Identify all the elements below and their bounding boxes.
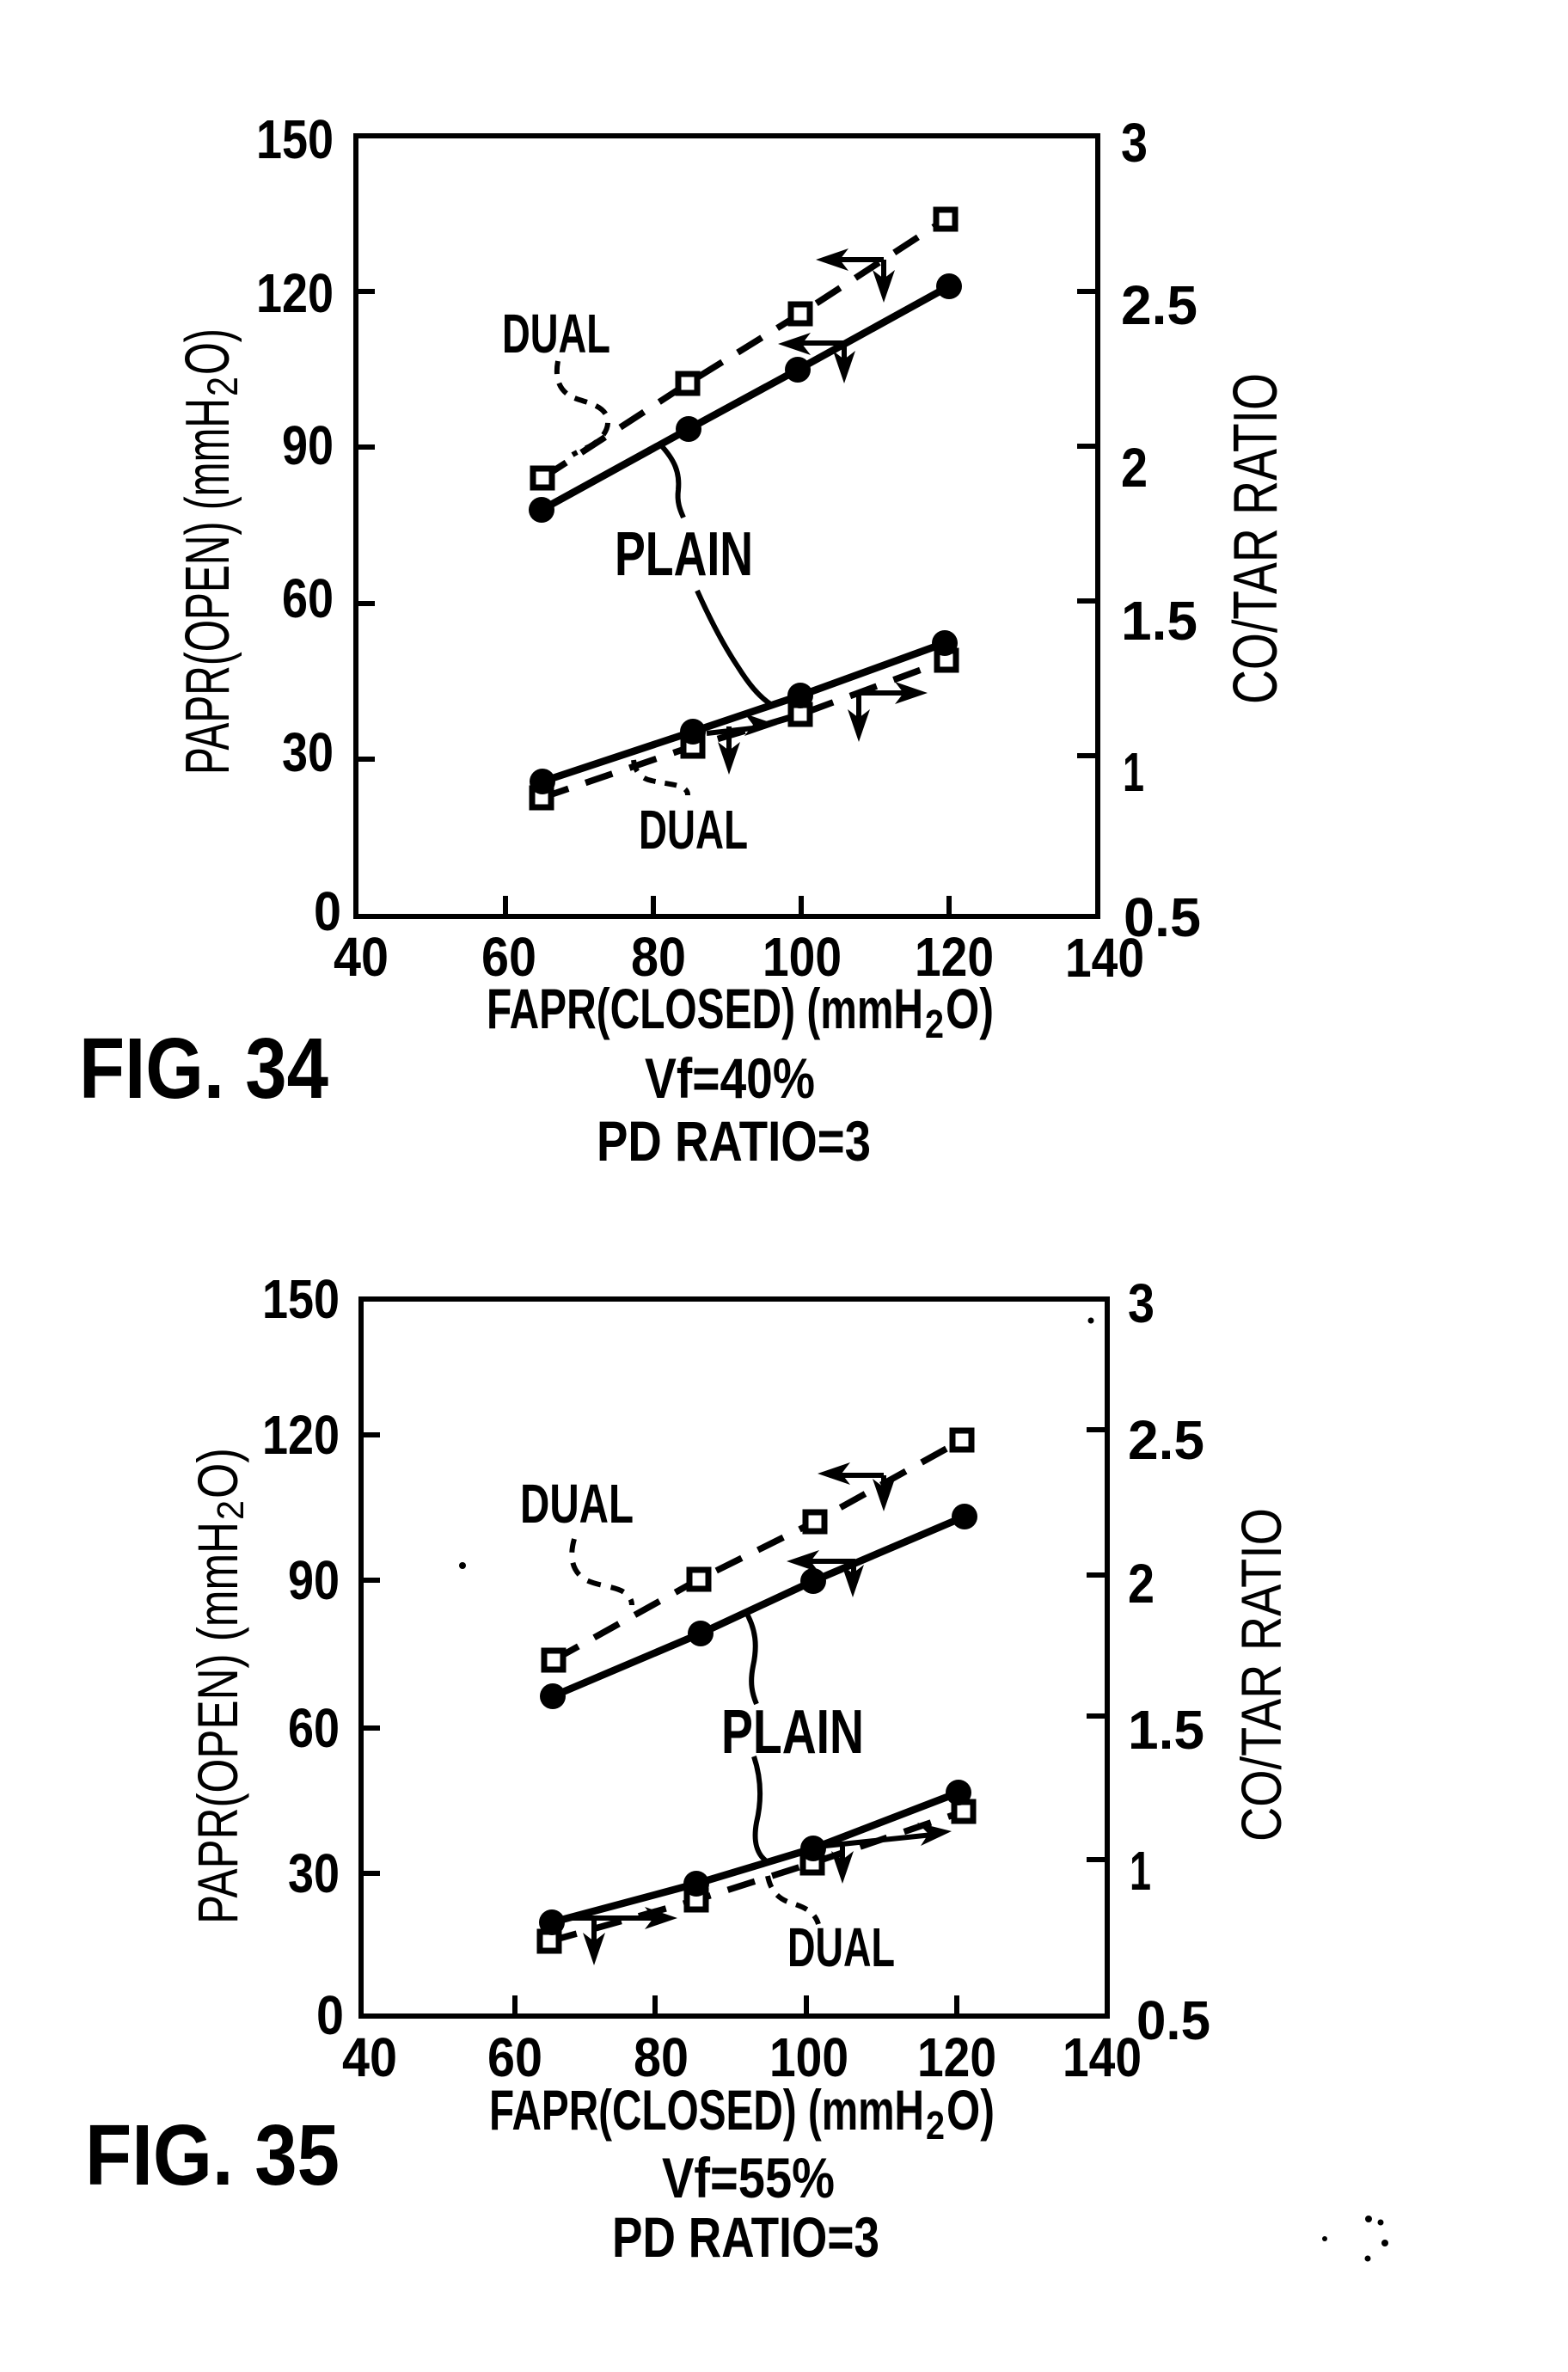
svg-text:100: 100 <box>769 2026 848 2088</box>
svg-text:60: 60 <box>282 567 334 629</box>
svg-text:140: 140 <box>1065 927 1144 989</box>
svg-text:2: 2 <box>1128 1553 1155 1615</box>
svg-text:2: 2 <box>926 2103 945 2148</box>
svg-text:FIG. 34: FIG. 34 <box>79 1021 328 1117</box>
svg-text:140: 140 <box>1063 2026 1142 2088</box>
svg-text:0.5: 0.5 <box>1124 886 1201 948</box>
svg-text:Vf=40%: Vf=40% <box>645 1046 815 1110</box>
svg-text:2.5: 2.5 <box>1128 1409 1204 1471</box>
svg-text:FAPR(CLOSED) (mmH: FAPR(CLOSED) (mmH <box>487 977 923 1040</box>
svg-text:120: 120 <box>915 926 994 988</box>
svg-text:40: 40 <box>334 926 389 988</box>
svg-text:120: 120 <box>256 262 334 324</box>
svg-text:1: 1 <box>1123 741 1144 803</box>
svg-text:120: 120 <box>262 1404 340 1466</box>
svg-text:PAPR(OPEN) (mmH: PAPR(OPEN) (mmH <box>174 398 242 775</box>
svg-text:60: 60 <box>481 926 536 988</box>
svg-text:2: 2 <box>1121 437 1148 499</box>
svg-text:DUAL: DUAL <box>502 303 610 365</box>
svg-text:PD RATIO=3: PD RATIO=3 <box>612 2205 879 2269</box>
svg-text:80: 80 <box>631 926 686 988</box>
svg-text:Vf=55%: Vf=55% <box>662 2146 835 2210</box>
svg-text:PLAIN: PLAIN <box>721 1698 864 1767</box>
svg-text:O): O) <box>174 328 242 375</box>
svg-text:2.5: 2.5 <box>1121 274 1197 336</box>
svg-text:2: 2 <box>199 377 247 396</box>
svg-text:80: 80 <box>634 2026 689 2088</box>
svg-text:150: 150 <box>256 108 334 170</box>
svg-text:1.5: 1.5 <box>1121 590 1197 652</box>
svg-text:1.5: 1.5 <box>1128 1699 1204 1761</box>
svg-text:3: 3 <box>1121 112 1148 174</box>
svg-text:PD RATIO=3: PD RATIO=3 <box>597 1109 871 1173</box>
svg-text:60: 60 <box>288 1697 340 1759</box>
svg-text:100: 100 <box>763 926 842 988</box>
svg-text:120: 120 <box>917 2026 996 2088</box>
svg-text:DUAL: DUAL <box>787 1916 895 1978</box>
svg-text:40: 40 <box>342 2026 397 2088</box>
svg-text:30: 30 <box>282 721 334 783</box>
svg-text:O): O) <box>946 977 994 1040</box>
svg-text:90: 90 <box>288 1549 340 1611</box>
svg-text:O): O) <box>946 2078 995 2142</box>
svg-text:2: 2 <box>210 1500 252 1520</box>
svg-text:PLAIN: PLAIN <box>615 520 753 589</box>
svg-text:PAPR(OPEN) (mmH: PAPR(OPEN) (mmH <box>186 1522 249 1924</box>
svg-text:0: 0 <box>316 1984 344 2046</box>
svg-text:FAPR(CLOSED) (mmH: FAPR(CLOSED) (mmH <box>489 2078 924 2142</box>
svg-text:CO/TAR RATIO: CO/TAR RATIO <box>1222 373 1290 704</box>
svg-text:3: 3 <box>1128 1272 1155 1334</box>
svg-text:0.5: 0.5 <box>1136 1989 1210 2051</box>
svg-text:90: 90 <box>282 414 334 476</box>
svg-text:2: 2 <box>925 1002 944 1046</box>
svg-text:FIG. 35: FIG. 35 <box>85 2107 340 2203</box>
svg-text:60: 60 <box>487 2026 542 2088</box>
svg-text:150: 150 <box>262 1268 340 1330</box>
svg-text:CO/TAR RATIO: CO/TAR RATIO <box>1229 1508 1293 1842</box>
svg-text:30: 30 <box>288 1842 340 1904</box>
svg-text:DUAL: DUAL <box>520 1473 634 1535</box>
svg-text:1: 1 <box>1130 1840 1151 1902</box>
svg-text:O): O) <box>186 1448 249 1499</box>
svg-text:0: 0 <box>314 880 341 942</box>
svg-text:DUAL: DUAL <box>639 799 748 861</box>
